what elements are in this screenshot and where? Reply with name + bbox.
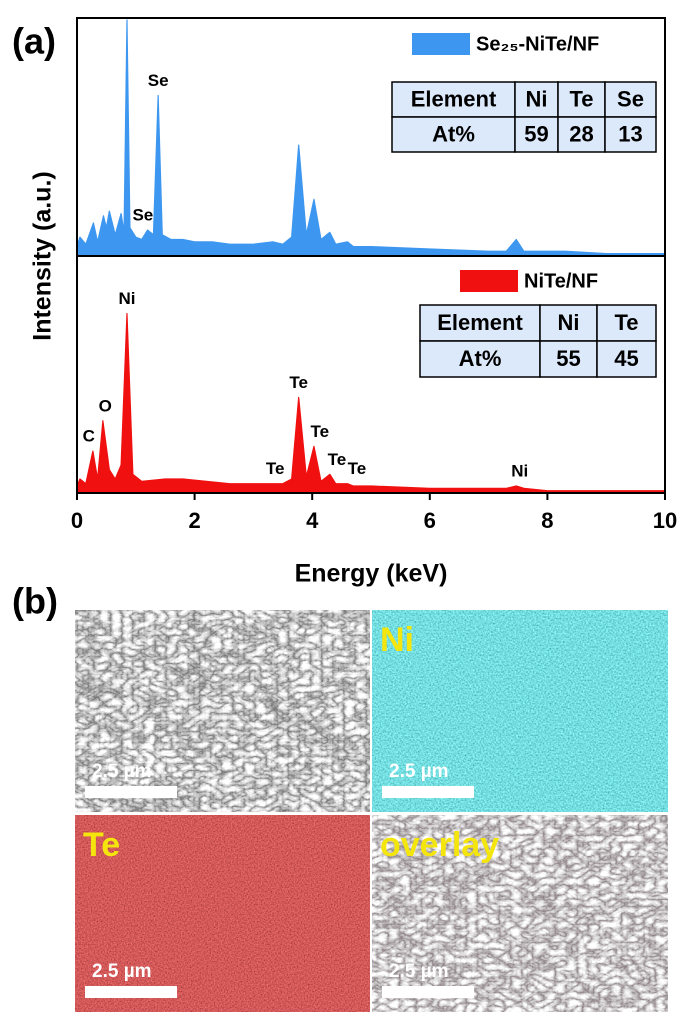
scale-bar-label: 2.5 µm xyxy=(92,761,152,782)
scale-bar-label: 2.5 µm xyxy=(389,961,449,982)
peak-label: Se xyxy=(148,71,169,90)
peak-label: Ni xyxy=(118,289,135,308)
x-tick-label: 4 xyxy=(306,508,319,533)
legend-label: Se₂₅-NiTe/NF xyxy=(476,33,599,55)
map-label: overlay xyxy=(380,826,499,864)
peak-label: Te xyxy=(348,459,367,478)
table-text: 45 xyxy=(614,346,638,371)
table-text: At% xyxy=(432,121,475,146)
table-text: Ni xyxy=(526,86,548,111)
legend-label: NiTe/NF xyxy=(524,270,598,292)
scale-bar xyxy=(85,786,177,798)
x-tick-label: 2 xyxy=(188,508,200,533)
peak-label: C xyxy=(83,427,95,446)
table-text: Element xyxy=(411,86,497,111)
figure: (a) (b) Se₂₅-NiTe/NF Se Se Element Ni Te Se At%… xyxy=(0,0,687,1016)
x-tick-label: 6 xyxy=(424,508,436,533)
table-text: Se xyxy=(617,86,644,111)
table-text: 59 xyxy=(524,121,548,146)
peak-label: Te xyxy=(328,450,347,469)
table-text: 55 xyxy=(556,346,580,371)
legend-swatch xyxy=(460,270,518,292)
table-text: Te xyxy=(569,86,593,111)
table-text: 28 xyxy=(569,121,593,146)
x-tick-label: 10 xyxy=(653,508,677,533)
x-tick-label: 0 xyxy=(71,508,83,533)
image-grid: 2.5 µm Ni 2.5 µm Te 2.5 µm overlay 2.5 µm xyxy=(75,610,668,1012)
peak-label: Te xyxy=(289,373,308,392)
x-axis-label: Energy (keV) xyxy=(295,560,448,588)
legend-swatch xyxy=(412,33,470,55)
table-text: 13 xyxy=(618,121,642,146)
scale-bar xyxy=(85,986,177,998)
peak-label: Te xyxy=(266,459,285,478)
table-text: Te xyxy=(614,310,638,335)
scale-bar xyxy=(382,986,474,998)
map-label: Ni xyxy=(380,621,414,659)
peak-label: Te xyxy=(311,422,330,441)
panel-label: (a) xyxy=(12,21,56,62)
peak-label: O xyxy=(99,396,112,415)
scale-bar-label: 2.5 µm xyxy=(389,761,449,782)
page: (a) (b) Se₂₅-NiTe/NF Se Se Element Ni Te Se At%… xyxy=(0,0,687,1016)
scale-bar-label: 2.5 µm xyxy=(92,961,152,982)
table-text: Element xyxy=(437,310,523,335)
peak-label: Se xyxy=(132,206,153,225)
x-tick-label: 8 xyxy=(541,508,553,533)
panel-label: (b) xyxy=(12,581,58,622)
table-text: At% xyxy=(459,346,502,371)
table-text: Ni xyxy=(558,310,580,335)
peak-label: Ni xyxy=(511,461,528,480)
y-axis-label: Intensity (a.u.) xyxy=(29,171,57,340)
scale-bar xyxy=(382,786,474,798)
map-label: Te xyxy=(83,826,120,864)
